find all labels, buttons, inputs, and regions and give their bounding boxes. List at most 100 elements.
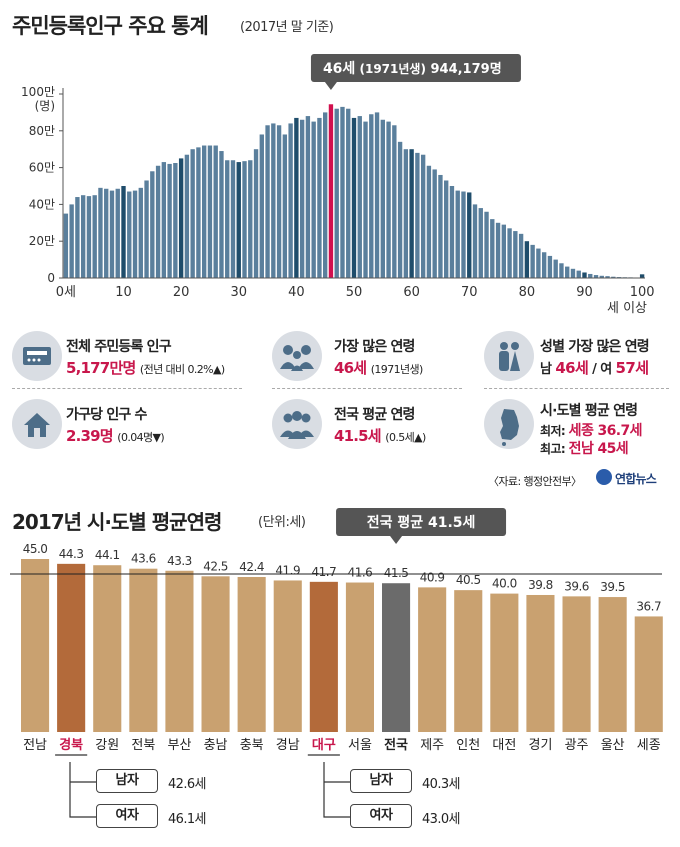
age-bar (288, 123, 293, 278)
age-bar (467, 192, 472, 278)
region-category-label: 제주 (420, 738, 444, 753)
age-bar (605, 276, 610, 278)
age-bar (593, 275, 599, 278)
age-bar (265, 125, 270, 278)
age-bar (207, 145, 213, 278)
y-tick-label: 40만 (29, 197, 55, 211)
age-bar (104, 188, 109, 278)
age-bar (369, 114, 374, 279)
daegu-bracket (323, 762, 354, 818)
divider (12, 388, 242, 389)
source-note: 〈자료: 행정안전부〉 (488, 475, 582, 488)
peak-callout-label: 46세 (1971년생) 944,179명 (323, 61, 502, 77)
age-bar (478, 208, 483, 278)
age-distribution-chart: 0 20만 40만 60만 80만 100만(명) 0세 10 20 30 40 50 60 70 80 90… (21, 54, 655, 316)
x-tick-label: 0세 (56, 285, 76, 300)
age-bar (490, 219, 495, 278)
region-category-label: 경남 (276, 738, 300, 753)
region-value-label: 42.5 (203, 559, 228, 573)
age-bar (69, 204, 74, 278)
daegu-female-value: 43.0세 (422, 812, 461, 827)
region-bar (93, 565, 122, 732)
x-tick-label: 80 (519, 285, 536, 300)
region-bar (237, 576, 266, 732)
age-bar (426, 165, 432, 278)
age-bar (513, 231, 518, 278)
age-bar (282, 134, 288, 278)
age-bar (582, 272, 587, 278)
age-bar (230, 160, 236, 278)
age-bar (530, 244, 535, 278)
peak-callout-pointer (324, 82, 337, 90)
age-bar (392, 125, 397, 278)
region-bar (454, 590, 483, 732)
gyeongbuk-male-label: 남자 (96, 769, 158, 793)
age-bar (248, 160, 253, 278)
age-bar (294, 117, 299, 278)
region-value-label: 44.3 (59, 547, 84, 561)
y-tick-label: 100만 (21, 85, 55, 99)
region-bar (57, 563, 86, 732)
age-bar (213, 145, 218, 278)
age-bar (449, 186, 455, 278)
page-title: 주민등록인구 주요 통계 (12, 14, 209, 38)
region-bar (21, 559, 50, 732)
house-icon (12, 399, 62, 449)
divider (484, 388, 669, 389)
age-bar (253, 149, 259, 278)
divider (272, 388, 462, 389)
region-age-chart: 45.0 전남 44.3 경북 44.1 강원 43.6 전북 43.3 부산 42.5 충남 42.4… (10, 508, 663, 756)
age-bar (599, 275, 604, 278)
x-axis-label: 세 이상 (607, 301, 647, 316)
region-category-label: 강원 (95, 738, 119, 753)
age-bar (259, 134, 264, 278)
age-bar (219, 151, 224, 278)
page-subtitle: (2017년 말 기준) (240, 20, 334, 35)
y-tick-label: 80만 (29, 124, 55, 138)
age-bar (639, 274, 645, 278)
age-bar (611, 276, 616, 278)
age-bar (80, 195, 86, 278)
region-bar (634, 616, 663, 732)
korea-map-icon (484, 399, 534, 449)
age-bar (432, 169, 437, 278)
age-bar (518, 233, 524, 278)
region-value-label: 40.5 (456, 573, 481, 587)
age-bar (553, 259, 558, 278)
age-bar (109, 190, 115, 278)
daegu-male-value: 40.3세 (422, 777, 461, 792)
age-bar (397, 141, 403, 278)
age-bar (311, 121, 316, 278)
region-category-label: 세종 (637, 738, 661, 753)
age-bar (340, 106, 345, 278)
age-bar (299, 119, 305, 278)
region-bar (201, 576, 230, 732)
age-bar (484, 211, 489, 278)
age-bar (225, 160, 230, 278)
population-value: 5,177만명 (전년 대비 0.2%▲) (66, 359, 225, 377)
y-tick-label: 20만 (29, 234, 55, 248)
age-bar (536, 248, 541, 278)
most-age-label: 가장 많은 연령 (334, 339, 415, 355)
household-value: 2.39명 (0.04명▼) (66, 427, 165, 445)
age-bar (196, 147, 201, 278)
region-bar (418, 587, 447, 732)
region-value-label: 41.9 (275, 563, 300, 577)
age-bar (547, 255, 553, 278)
age-bar (380, 119, 385, 278)
x-tick-label: 90 (576, 285, 593, 300)
region-value-label: 45.0 (23, 542, 48, 556)
region-value-label: 40.0 (492, 577, 517, 591)
age-bar (121, 186, 126, 278)
age-bar (150, 171, 155, 278)
region-bar (598, 597, 627, 732)
gender-most-label: 성별 가장 많은 연령 (540, 339, 650, 355)
x-tick-label: 30 (230, 285, 247, 300)
age-bar (184, 154, 190, 278)
gyeongbuk-male-value: 42.6세 (168, 777, 207, 792)
region-category-label: 전남 (23, 738, 47, 753)
age-bar (524, 241, 530, 278)
region-chart-unit: (단위:세) (258, 515, 306, 530)
region-bar (562, 596, 591, 732)
region-value-label: 43.3 (167, 554, 192, 568)
